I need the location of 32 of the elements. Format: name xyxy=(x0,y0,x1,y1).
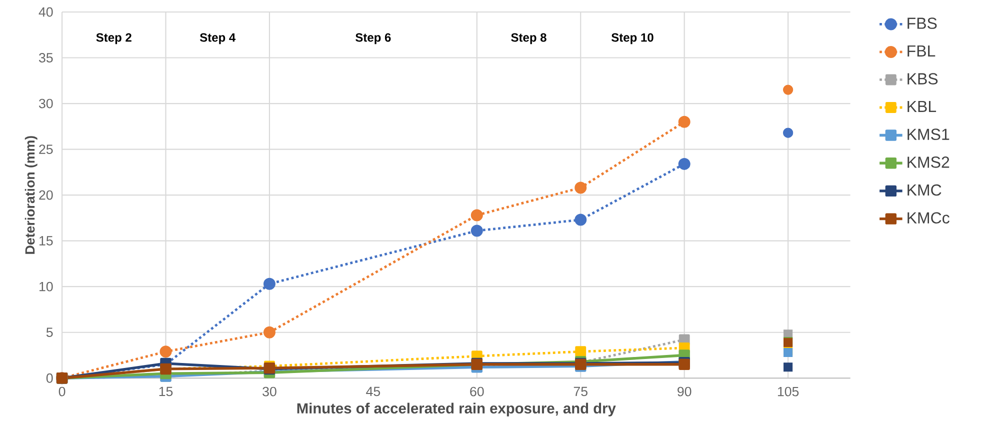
y-tick-label: 35 xyxy=(38,52,53,62)
legend-label: KMC xyxy=(908,184,942,196)
y-tick-label: 15 xyxy=(40,236,53,246)
y-tick-label: 10 xyxy=(40,282,53,292)
x-tick-label: 45 xyxy=(366,386,380,396)
x-tick-label: 15 xyxy=(159,386,173,396)
x-tick-label: 105 xyxy=(778,386,799,396)
legend-label: KMS2 xyxy=(908,156,950,168)
annotation: Step 2 xyxy=(96,33,132,44)
legend-label: KBS xyxy=(908,73,938,84)
y-tick-label: 25 xyxy=(39,144,53,154)
y-axis-title: Deterioration (mm) xyxy=(24,136,38,254)
x-tick-label: 90 xyxy=(678,386,692,396)
x-tick-label: 30 xyxy=(262,386,276,396)
legend-label: FBL xyxy=(908,45,936,56)
legend-label: KBL xyxy=(908,100,936,112)
legend-label: KMCc xyxy=(908,212,950,224)
y-tick-label: 5 xyxy=(46,328,53,337)
y-tick-label: 30 xyxy=(38,98,53,108)
annotation: Step 10 xyxy=(611,33,654,44)
legend-label: FBS xyxy=(908,18,937,29)
x-axis-title: Minutes of accelerated rain exposure, and dry xyxy=(297,402,616,416)
legend-label: KMS1 xyxy=(908,128,950,140)
x-tick-label: 75 xyxy=(574,386,588,396)
annotation: Step 6 xyxy=(356,33,391,44)
annotation: Step 8 xyxy=(511,33,546,44)
annotation: Step 4 xyxy=(200,33,236,44)
y-tick-label: 0 xyxy=(46,373,53,383)
x-tick-label: 0 xyxy=(58,386,66,396)
y-tick-label: 40 xyxy=(38,7,53,17)
x-tick-label: 60 xyxy=(470,386,484,396)
y-tick-label: 20 xyxy=(39,190,53,200)
